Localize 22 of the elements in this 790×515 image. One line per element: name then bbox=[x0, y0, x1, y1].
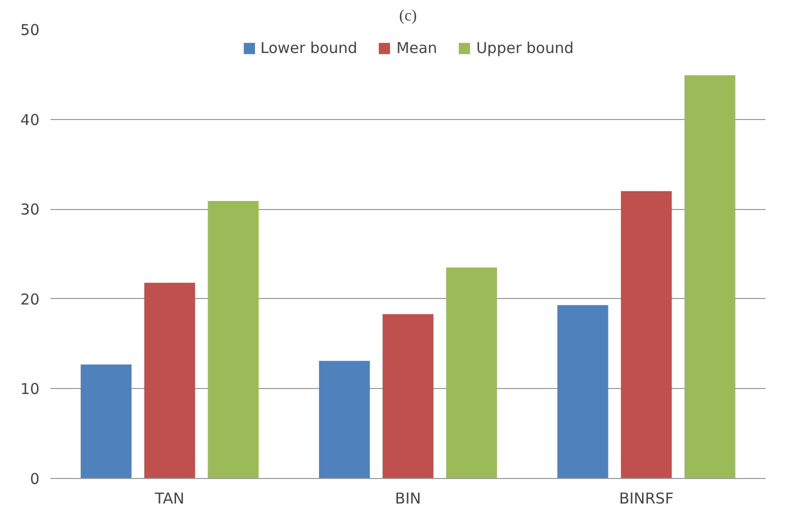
bar bbox=[208, 201, 259, 478]
legend-label: Mean bbox=[396, 39, 438, 57]
y-tick-label: 20 bbox=[20, 290, 40, 308]
legend-label: Lower bound bbox=[260, 39, 358, 57]
bar bbox=[319, 360, 370, 478]
y-tick-label: 50 bbox=[20, 21, 40, 39]
bar bbox=[446, 267, 497, 478]
bar bbox=[620, 191, 672, 478]
legend-label: Upper bound bbox=[476, 39, 574, 57]
y-tick-label: 30 bbox=[20, 200, 40, 219]
x-tick-label: BINRSF bbox=[619, 490, 674, 508]
y-tick-label: 40 bbox=[20, 110, 40, 129]
x-tick-label: TAN bbox=[154, 490, 184, 508]
y-tick-label: 10 bbox=[20, 380, 40, 398]
bar bbox=[684, 75, 736, 478]
bar bbox=[80, 364, 132, 478]
bar bbox=[382, 314, 434, 478]
chart-title: (c) bbox=[399, 8, 417, 24]
bar bbox=[144, 282, 196, 478]
bar bbox=[557, 305, 608, 478]
y-tick-label: 0 bbox=[30, 470, 40, 488]
x-tick-label: BIN bbox=[395, 490, 421, 508]
